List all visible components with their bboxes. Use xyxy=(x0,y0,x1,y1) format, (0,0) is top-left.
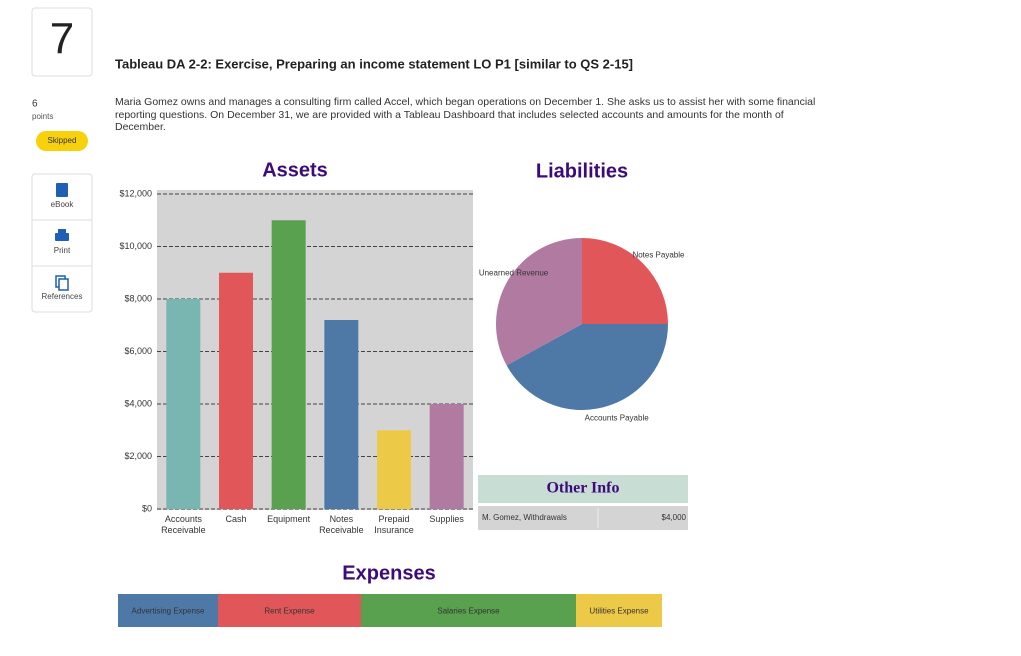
ebook-icon[interactable] xyxy=(56,183,68,197)
chart-title: Expenses xyxy=(342,562,435,584)
tools-box xyxy=(31,173,93,313)
other-info-label: M. Gomez, Withdrawals xyxy=(482,513,567,522)
x-tick-label: Notes Receivable xyxy=(319,514,364,535)
other-info-row xyxy=(478,506,688,530)
slice-label: Accounts Payable xyxy=(585,413,650,422)
question-text: Maria Gomez owns and manages a consultin… xyxy=(115,96,816,133)
bar xyxy=(377,430,411,509)
segment-label: Utilities Expense xyxy=(589,607,649,616)
other-info-header xyxy=(478,475,688,503)
bar xyxy=(219,272,253,509)
segment-label: Rent Expense xyxy=(264,607,315,616)
status: Skipped xyxy=(48,136,77,145)
print-icon[interactable] xyxy=(58,229,66,233)
bar-segment xyxy=(361,594,576,627)
bar xyxy=(166,299,201,509)
bar-segment xyxy=(576,594,662,627)
tool-ebook[interactable]: eBook xyxy=(51,200,75,209)
x-tick-label: Equipment xyxy=(267,514,311,524)
pie-slice xyxy=(496,238,582,366)
y-tick-label: $8,000 xyxy=(124,293,152,303)
other-info-title: Other Info xyxy=(546,480,619,497)
bar-segment xyxy=(218,594,361,627)
plot-area xyxy=(157,190,473,510)
bar xyxy=(271,220,306,509)
slice-label: Unearned Revenue xyxy=(479,269,549,278)
bar-segment xyxy=(118,594,218,627)
bar xyxy=(429,404,464,509)
segment-label: Salaries Expense xyxy=(437,607,500,616)
y-tick-label: $10,000 xyxy=(119,241,152,251)
question-number-box xyxy=(31,7,93,77)
y-tick-label: $12,000 xyxy=(119,188,152,198)
points-label: points xyxy=(32,112,53,121)
chart-title: Assets xyxy=(262,159,328,181)
tool-print[interactable]: Print xyxy=(54,246,71,255)
print-icon[interactable] xyxy=(55,233,69,241)
x-tick-label: Cash xyxy=(225,514,247,524)
tool-references[interactable]: References xyxy=(42,292,83,301)
x-tick-label: Supplies xyxy=(429,514,464,524)
pie-slice xyxy=(506,324,668,411)
slice-label: Notes Payable xyxy=(632,251,685,260)
status-badge xyxy=(36,131,88,151)
references-icon[interactable] xyxy=(58,278,69,291)
bar xyxy=(324,320,359,509)
question-title: Tableau DA 2-2: Exercise, Preparing an i… xyxy=(115,56,633,71)
y-tick-label: $4,000 xyxy=(124,398,152,408)
pie-slice xyxy=(582,238,668,324)
chart-title: Liabilities xyxy=(536,160,628,182)
other-info-value: $4,000 xyxy=(662,513,687,522)
x-tick-label: Prepaid Insurance xyxy=(374,514,414,535)
y-tick-label: $2,000 xyxy=(124,451,152,461)
x-tick-label: Accounts Receivable xyxy=(161,514,206,535)
segment-label: Advertising Expense xyxy=(132,607,205,616)
question-number: 7 xyxy=(50,15,74,64)
y-tick-label: $0 xyxy=(142,503,152,513)
points: 6 xyxy=(32,99,38,110)
y-tick-label: $6,000 xyxy=(124,346,152,356)
